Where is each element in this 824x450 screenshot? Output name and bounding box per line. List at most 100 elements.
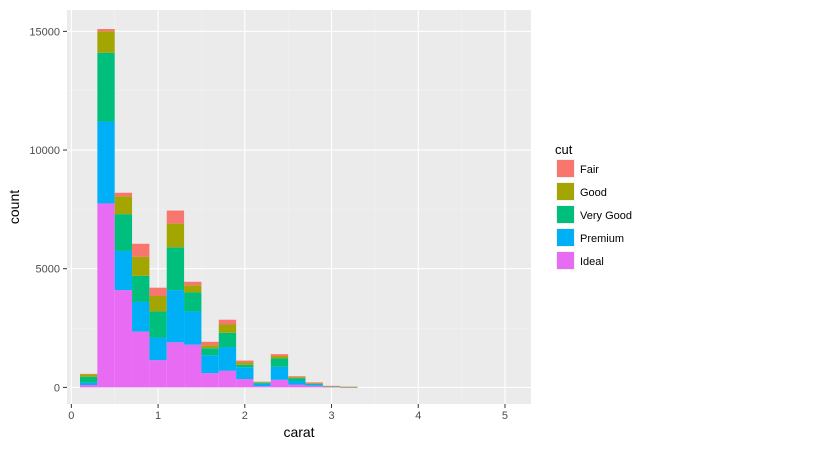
bar-premium — [166, 290, 185, 343]
bar-good — [184, 285, 202, 293]
bar-ideal — [184, 344, 202, 388]
bar-fair — [340, 386, 358, 388]
x-axis: 0 1 2 3 4 5 — [68, 404, 508, 422]
bar-very-good — [184, 292, 202, 312]
bar-good — [253, 382, 271, 383]
bar-premium — [97, 121, 115, 204]
bar-good — [218, 324, 237, 333]
bar-premium — [114, 250, 133, 291]
bar-premium — [80, 382, 98, 386]
bar-ideal — [305, 385, 323, 388]
bar-ideal — [201, 373, 219, 388]
bar-premium — [218, 347, 237, 371]
bar-fair — [288, 376, 306, 378]
bar-very-good — [270, 358, 289, 367]
bar-fair — [218, 319, 237, 325]
legend-label-fair: Fair — [580, 164, 599, 176]
bar-ideal — [80, 385, 98, 388]
bar-good — [201, 345, 219, 349]
bar-premium — [132, 301, 150, 332]
bar-good — [270, 356, 289, 359]
bar-premium — [253, 383, 271, 387]
bar-good — [80, 374, 98, 377]
bar-fair — [149, 287, 167, 297]
legend-swatch-good — [557, 183, 574, 200]
bar-very-good — [288, 378, 306, 381]
bar-fair — [201, 341, 219, 346]
bar-fair — [114, 192, 133, 197]
bar-very-good — [201, 348, 219, 356]
legend-label-premium: Premium — [580, 233, 624, 245]
bar-good — [132, 256, 150, 276]
bar-very-good — [218, 332, 237, 348]
bar-fair — [270, 354, 289, 357]
bar-fair — [305, 382, 323, 384]
bar-premium — [270, 366, 289, 380]
bar-fair — [322, 385, 341, 387]
x-tick-label: 0 — [68, 410, 74, 422]
x-tick-label: 5 — [502, 410, 508, 422]
bar-fair — [253, 381, 271, 383]
bar-very-good — [97, 52, 115, 122]
bar-ideal — [253, 386, 271, 388]
legend: cut Fair Good Very Good Premium Ideal — [555, 142, 632, 270]
bar-fair — [132, 243, 150, 257]
bar-premium — [236, 367, 254, 380]
y-axis: 0 5000 10000 15000 — [29, 26, 67, 394]
bar-good — [236, 362, 254, 365]
bar-ideal — [149, 360, 167, 388]
bar-very-good — [253, 382, 271, 384]
legend-label-very-good: Very Good — [580, 210, 632, 222]
bar-good — [305, 383, 323, 384]
bar-fair — [236, 360, 254, 363]
bar-fair — [80, 373, 98, 375]
bar-premium — [288, 380, 306, 385]
legend-swatch-fair — [557, 160, 574, 177]
bar-premium — [201, 355, 219, 374]
bar-ideal — [132, 331, 150, 388]
bar-good — [114, 196, 133, 215]
legend-label-good: Good — [580, 187, 607, 199]
bar-very-good — [80, 376, 98, 383]
x-tick-label: 2 — [242, 410, 248, 422]
bar-ideal — [236, 379, 254, 388]
y-tick-label: 5000 — [36, 264, 60, 276]
bar-very-good — [149, 311, 167, 338]
bar-ideal — [270, 379, 289, 388]
bar-very-good — [236, 364, 254, 368]
y-tick-label: 0 — [54, 382, 60, 394]
bar-good — [166, 223, 185, 248]
bar-very-good — [132, 275, 150, 302]
legend-title: cut — [555, 142, 573, 157]
legend-swatch-very-good — [557, 206, 574, 223]
bar-very-good — [166, 247, 185, 291]
legend-swatch-ideal — [557, 252, 574, 269]
bar-ideal — [97, 203, 115, 388]
bar-premium — [305, 384, 323, 386]
bar-fair — [97, 28, 115, 32]
y-tick-label: 15000 — [29, 26, 60, 38]
bar-ideal — [114, 290, 133, 388]
bar-ideal — [166, 342, 185, 388]
legend-label-ideal: Ideal — [580, 256, 604, 268]
bar-premium — [149, 337, 167, 361]
x-axis-title: carat — [283, 424, 314, 440]
bar-ideal — [218, 370, 237, 388]
bar-very-good — [305, 383, 323, 385]
bar-fair — [184, 281, 202, 286]
bar-ideal — [288, 384, 306, 388]
legend-swatch-premium — [557, 229, 574, 246]
bar-good — [322, 386, 341, 387]
bar-premium — [184, 311, 202, 345]
bar-good — [288, 377, 306, 379]
bar-very-good — [114, 214, 133, 251]
bar-good — [149, 296, 167, 312]
y-tick-label: 10000 — [29, 145, 60, 157]
bars — [80, 28, 358, 388]
bar-good — [97, 31, 115, 53]
x-tick-label: 4 — [415, 410, 421, 422]
y-axis-title: count — [6, 190, 22, 224]
x-tick-label: 3 — [328, 410, 334, 422]
bar-fair — [166, 210, 185, 224]
